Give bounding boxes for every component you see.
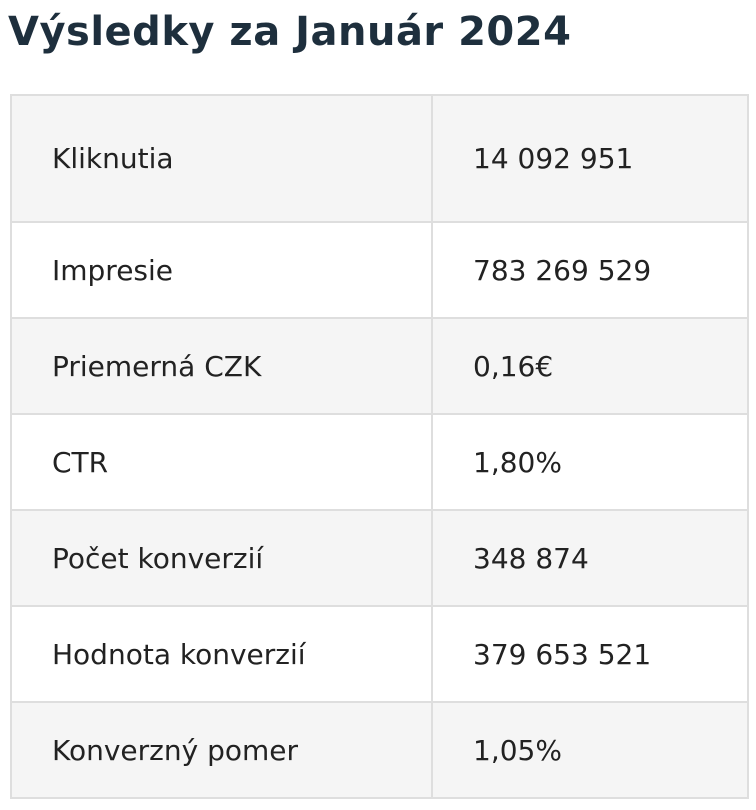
row-label: Konverzný pomer	[10, 701, 433, 799]
row-value: 348 874	[431, 509, 749, 607]
table-row-clicks: Kliknutia 14 092 951	[10, 94, 749, 223]
table-row-average-cpc: Priemerná CZK 0,16€	[10, 317, 749, 415]
table-row-impressions: Impresie 783 269 529	[10, 221, 749, 319]
table-row-ctr: CTR 1,80%	[10, 413, 749, 511]
row-value: 1,80%	[431, 413, 749, 511]
table-row-conversion-rate: Konverzný pomer 1,05%	[10, 701, 749, 799]
table-row-conversion-value: Hodnota konverzií 379 653 521	[10, 605, 749, 703]
row-value: 0,16€	[431, 317, 749, 415]
row-label: Priemerná CZK	[10, 317, 433, 415]
row-label: Kliknutia	[10, 94, 433, 223]
row-label: Počet konverzií	[10, 509, 433, 607]
row-label: CTR	[10, 413, 433, 511]
row-value: 1,05%	[431, 701, 749, 799]
table-row-conversions: Počet konverzií 348 874	[10, 509, 749, 607]
page-title: Výsledky za Január 2024	[8, 9, 572, 55]
results-table: Kliknutia 14 092 951 Impresie 783 269 52…	[10, 94, 749, 799]
row-value: 379 653 521	[431, 605, 749, 703]
row-label: Impresie	[10, 221, 433, 319]
row-value: 783 269 529	[431, 221, 749, 319]
row-label: Hodnota konverzií	[10, 605, 433, 703]
row-value: 14 092 951	[431, 94, 749, 223]
